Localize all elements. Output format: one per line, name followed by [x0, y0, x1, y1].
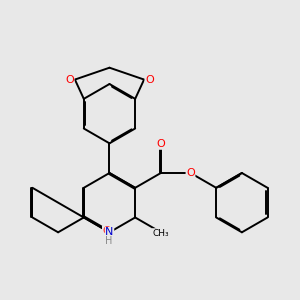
Text: H: H: [105, 236, 112, 246]
Text: O: O: [145, 75, 154, 85]
Text: O: O: [65, 75, 74, 85]
Text: O: O: [186, 168, 195, 178]
Text: CH₃: CH₃: [152, 229, 169, 238]
Text: N: N: [105, 227, 114, 237]
Text: O: O: [157, 139, 165, 149]
Text: O: O: [103, 226, 111, 236]
